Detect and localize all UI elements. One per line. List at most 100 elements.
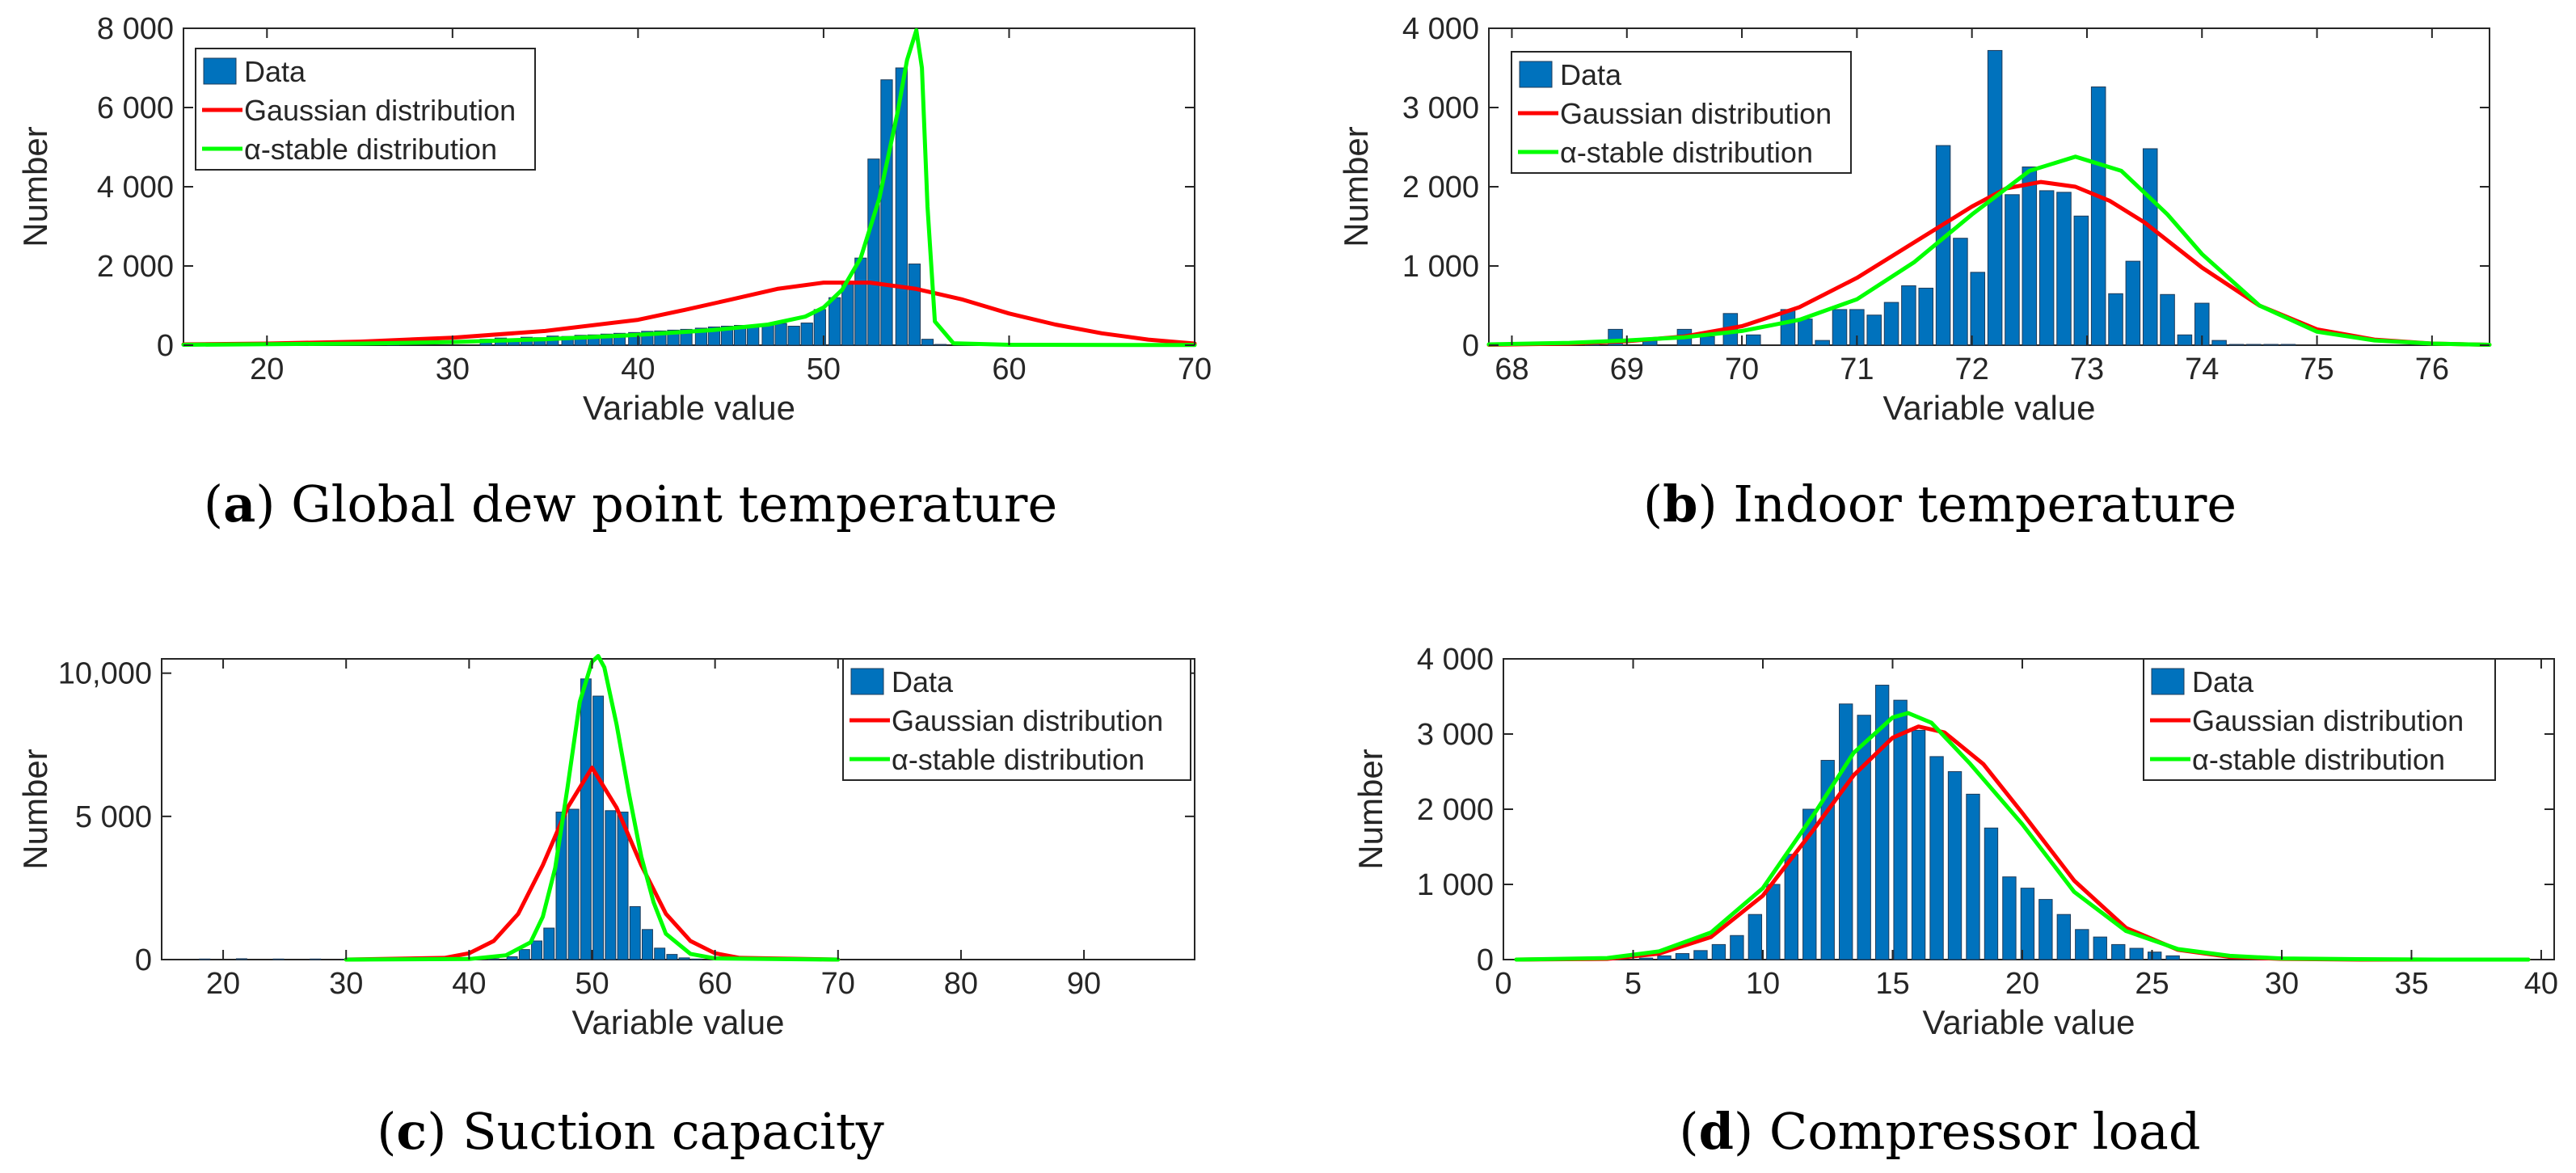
histogram-bar	[1820, 760, 1835, 960]
histogram-bar	[629, 905, 641, 960]
histogram-bar	[1839, 703, 1853, 960]
legend-label: α-stable distribution	[2192, 743, 2445, 776]
histogram-bar	[543, 927, 555, 960]
chart-d-svg: 0 5 10 15 20 25 30 35 40 0 1 000 2 000 3 000 4 000 Var…	[1351, 643, 2558, 1041]
histogram-bar	[487, 958, 500, 960]
histogram-bar	[2073, 215, 2089, 346]
histogram-bar	[2246, 344, 2262, 346]
y-tick-label: 8 000	[97, 12, 174, 46]
caption-c-letter: c	[396, 1102, 428, 1161]
histogram-bar	[895, 67, 908, 346]
caption-d: (d) Compressor load	[1679, 1102, 2201, 1161]
legend-swatch-data	[850, 668, 884, 695]
legend-label: Data	[1560, 58, 1622, 91]
legend-swatch-data	[1519, 61, 1553, 88]
histogram-bar	[518, 949, 530, 960]
y-axis-label: Number	[1351, 749, 1389, 869]
histogram-bar	[2147, 951, 2162, 960]
histogram-bar	[2005, 194, 2020, 346]
histogram-bar	[2038, 899, 2053, 960]
histogram-bar	[2125, 260, 2141, 346]
histogram-bar	[666, 954, 678, 960]
y-tick-label: 1 000	[1417, 868, 1494, 902]
histogram-bar	[2129, 947, 2144, 960]
caption-c-title: Suction capacity	[462, 1102, 884, 1161]
histogram-bar	[2108, 293, 2123, 346]
x-tick-label: 40	[452, 967, 486, 1001]
y-axis-label: Number	[16, 126, 54, 247]
y-tick-label: 4 000	[1402, 12, 1479, 46]
caption-a-letter: a	[223, 475, 256, 534]
chart-panel-a: 20 30 40 50 60 70 0 2 000 4 000 6 000 8 000 Variabl…	[0, 0, 1277, 437]
histogram-bar	[2020, 888, 2035, 960]
y-tick-label: 6 000	[97, 91, 174, 125]
histogram-bar	[531, 940, 543, 960]
histogram-bar	[1766, 884, 1781, 960]
histogram-bar	[1935, 145, 1951, 346]
histogram-bar	[2093, 936, 2107, 960]
caption-d-letter: d	[1698, 1102, 1734, 1161]
histogram-bar	[934, 344, 947, 346]
x-tick-label: 90	[1067, 967, 1101, 1001]
x-axis-label: Variable value	[571, 1003, 784, 1041]
x-tick-label: 20	[2005, 967, 2039, 1001]
legend-swatch-data	[203, 57, 237, 85]
histogram-bar	[506, 956, 518, 960]
histogram-bar	[2002, 876, 2017, 960]
y-tick-label: 4 000	[1417, 643, 1494, 677]
histogram-bar	[1953, 238, 1968, 346]
y-tick-label: 1 000	[1402, 250, 1479, 284]
x-tick-label: 30	[329, 967, 363, 1001]
x-axis-label: Variable value	[1882, 389, 2095, 427]
histogram-bar	[2263, 344, 2279, 346]
histogram-bar	[567, 808, 580, 960]
histogram-bar	[1748, 914, 1763, 960]
legend-label: Data	[2192, 665, 2254, 698]
x-tick-label: 20	[206, 967, 240, 1001]
histogram-bar	[580, 678, 592, 960]
histogram-bar	[1857, 715, 1871, 960]
x-tick-label: 0	[1495, 967, 1511, 1001]
histogram-bar	[1970, 272, 1986, 346]
histogram-bar	[617, 812, 629, 960]
x-tick-label: 20	[250, 352, 284, 386]
y-tick-label: 2 000	[1402, 171, 1479, 205]
chart-panel-c: 20 30 40 50 60 70 80 90 0 5 000 10,000 Variable val…	[0, 631, 1277, 1067]
histogram-bar	[761, 324, 774, 346]
histogram-bar	[2111, 943, 2126, 960]
histogram-bar	[921, 339, 934, 346]
x-tick-label: 68	[1495, 352, 1528, 386]
histogram-bar	[1802, 808, 1817, 960]
x-tick-label: 73	[2070, 352, 2104, 386]
x-tick-label: 30	[436, 352, 470, 386]
y-tick-label: 0	[157, 329, 174, 363]
histogram-bar	[2056, 192, 2072, 346]
legend-swatch-data	[2151, 668, 2185, 695]
legend: Data Gaussian distribution α-stable distri…	[2143, 658, 2496, 781]
caption-b-title: Indoor temperature	[1733, 475, 2237, 534]
x-tick-label: 70	[821, 967, 855, 1001]
y-tick-label: 0	[135, 943, 152, 977]
y-axis-label: Number	[16, 749, 54, 869]
x-tick-label: 30	[2265, 967, 2299, 1001]
histogram-bar	[1730, 935, 1744, 960]
histogram-bar	[1693, 950, 1708, 960]
histogram-bar	[592, 695, 605, 960]
caption-a: (a) Global dew point temperature	[203, 475, 1058, 534]
y-tick-label: 2 000	[1417, 793, 1494, 827]
histogram-bar	[2056, 914, 2072, 960]
histogram-bar	[867, 158, 880, 346]
x-tick-label: 40	[2524, 967, 2558, 1001]
histogram-bar	[1866, 314, 1882, 346]
histogram-bar	[1711, 943, 1726, 960]
x-tick-label: 60	[698, 967, 732, 1001]
x-tick-label: 10	[1746, 967, 1780, 1001]
x-tick-label: 70	[1725, 352, 1759, 386]
histogram-bar	[1901, 285, 1916, 346]
x-tick-label: 50	[575, 967, 609, 1001]
legend-box	[1511, 51, 1852, 174]
alpha-stable-curve	[344, 654, 841, 962]
x-tick-label: 15	[1875, 967, 1909, 1001]
histogram-bar	[1638, 957, 1654, 960]
alpha-stable-curve	[1514, 711, 2531, 962]
